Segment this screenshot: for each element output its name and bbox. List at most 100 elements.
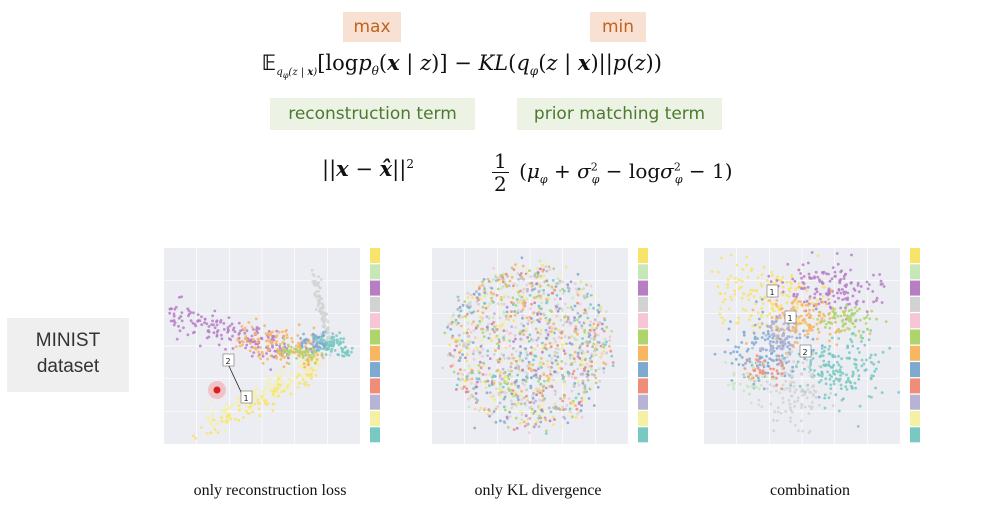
scatter-point bbox=[567, 374, 571, 378]
scatter-point bbox=[783, 374, 787, 378]
scatter-point bbox=[857, 290, 861, 294]
scatter-point bbox=[828, 377, 832, 381]
scatter-point bbox=[541, 389, 545, 392]
scatter-point bbox=[768, 383, 772, 386]
scatter-point bbox=[259, 336, 263, 340]
scatter-point bbox=[740, 285, 743, 289]
scatter-point bbox=[806, 323, 810, 327]
colorbar-swatch bbox=[910, 329, 920, 345]
scatter-point bbox=[571, 372, 575, 376]
scatter-point bbox=[764, 375, 768, 379]
scatter-point bbox=[481, 373, 485, 376]
scatter-point bbox=[471, 341, 475, 344]
colorbar-swatch bbox=[370, 411, 380, 426]
scatter-point bbox=[819, 379, 823, 382]
scatter-point bbox=[858, 351, 861, 354]
scatter-point bbox=[505, 417, 509, 420]
scatter-point bbox=[754, 341, 758, 344]
scatter-point bbox=[467, 405, 471, 409]
scatter-point bbox=[732, 373, 736, 377]
scatter-point bbox=[211, 314, 214, 318]
scatter-point bbox=[467, 302, 471, 305]
scatter-point bbox=[302, 362, 306, 366]
scatter-point bbox=[579, 344, 582, 347]
scatter-point bbox=[276, 386, 280, 390]
scatter-point bbox=[716, 285, 720, 288]
scatter-point bbox=[825, 272, 828, 276]
scatter-point bbox=[866, 313, 870, 317]
scatter-point bbox=[466, 291, 470, 295]
scatter-point bbox=[841, 318, 845, 322]
scatter-point bbox=[231, 403, 235, 407]
scatter-point bbox=[797, 315, 801, 319]
scatter-point bbox=[761, 370, 764, 374]
scatter-point bbox=[865, 316, 868, 319]
colorbar-swatch bbox=[910, 378, 920, 394]
scatter-point bbox=[487, 366, 491, 370]
scatter-point bbox=[212, 331, 216, 335]
scatter-point bbox=[783, 371, 787, 374]
scatter-point bbox=[596, 385, 600, 389]
scatter-point bbox=[793, 423, 797, 427]
scatter-point bbox=[483, 294, 486, 298]
scatter-point bbox=[449, 364, 453, 368]
scatter-point bbox=[267, 348, 271, 352]
scatter-point bbox=[506, 374, 510, 378]
scatter-point bbox=[851, 370, 855, 374]
scatter-point bbox=[499, 280, 503, 284]
scatter-point bbox=[752, 343, 756, 346]
scatter-point bbox=[515, 404, 519, 408]
scatter-point bbox=[578, 346, 582, 350]
scatter-point bbox=[814, 390, 818, 394]
scatter-point bbox=[342, 337, 346, 340]
scatter-point bbox=[321, 356, 325, 360]
scatter-point bbox=[583, 308, 587, 312]
scatter-point bbox=[771, 303, 775, 307]
scatter-point bbox=[529, 363, 533, 366]
scatter-point bbox=[585, 390, 588, 394]
scatter-point bbox=[755, 364, 759, 368]
scatter-point bbox=[839, 278, 843, 281]
scatter-point bbox=[314, 308, 318, 311]
scatter-point bbox=[809, 361, 813, 364]
scatter-point bbox=[827, 291, 831, 295]
scatter-point bbox=[777, 362, 781, 366]
scatter-point bbox=[882, 285, 886, 288]
scatter-point bbox=[745, 263, 748, 267]
scatter-point bbox=[523, 305, 526, 308]
scatter-point bbox=[465, 377, 468, 380]
scatter-point bbox=[512, 340, 515, 343]
scatter-point bbox=[567, 397, 571, 401]
scatter-point bbox=[560, 424, 563, 428]
scatter-point bbox=[608, 344, 611, 348]
scatter-point bbox=[768, 357, 772, 360]
scatter-point bbox=[803, 357, 807, 360]
scatter-point bbox=[579, 372, 583, 376]
scatter-point bbox=[768, 342, 772, 346]
scatter-point bbox=[518, 393, 522, 396]
annotation-2: 2 bbox=[802, 348, 807, 357]
scatter-point bbox=[250, 354, 254, 358]
annotation-2-box bbox=[799, 344, 812, 358]
scatter-point bbox=[539, 389, 542, 393]
scatter-point bbox=[510, 301, 513, 304]
scatter-point bbox=[752, 295, 756, 298]
scatter-point bbox=[336, 353, 340, 356]
scatter-point bbox=[314, 374, 318, 377]
scatter-point bbox=[289, 392, 293, 396]
scatter-point bbox=[550, 291, 554, 295]
scatter-point bbox=[200, 315, 203, 319]
scatter-point bbox=[818, 403, 821, 407]
scatter-point bbox=[722, 318, 726, 322]
scatter-point bbox=[872, 300, 875, 304]
scatter-point bbox=[727, 307, 731, 311]
scatter-point bbox=[854, 318, 858, 322]
scatter-point bbox=[562, 331, 566, 335]
scatter-point bbox=[481, 331, 485, 334]
scatter-point bbox=[555, 305, 558, 309]
scatter-point bbox=[502, 338, 506, 342]
scatter-point bbox=[277, 394, 280, 398]
scatter-point bbox=[282, 365, 286, 369]
scatter-point bbox=[318, 364, 322, 368]
scatter-point bbox=[790, 335, 794, 339]
